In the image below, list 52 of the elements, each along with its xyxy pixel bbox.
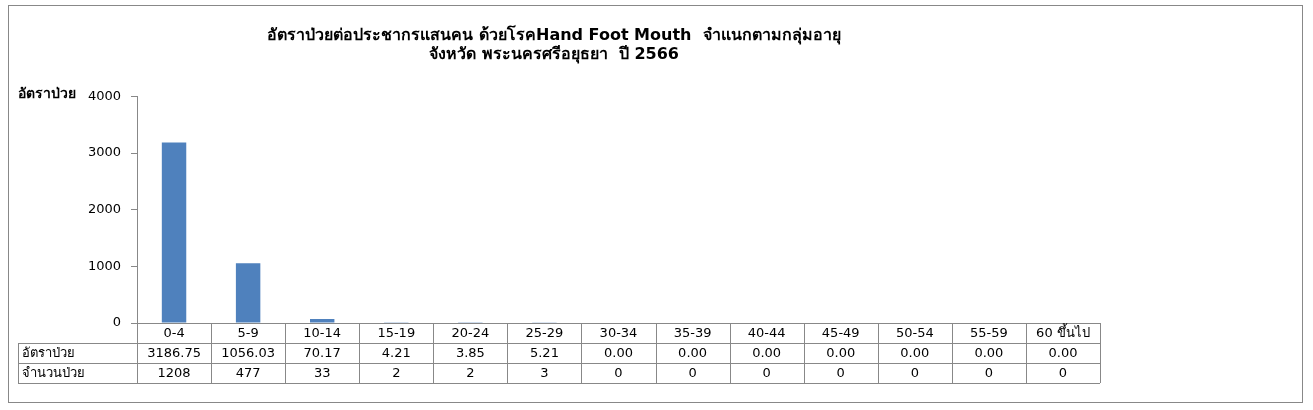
data-label: 70.17 [303, 345, 341, 361]
y-tick-label: 0 [112, 314, 121, 330]
text: 2 [466, 365, 475, 381]
bar [161, 142, 187, 323]
data-label: 0.00 [826, 345, 856, 361]
y-tick-label: 3000 [87, 144, 121, 160]
data-label: 0.00 [900, 345, 930, 361]
data-label: 3.85 [455, 345, 485, 361]
chart-title: อัตราป่วยต่อประชากรแสนคน ด้วยโรคHand Foot Mouth จำแนกตามกลุ่มอายุ [267, 23, 841, 45]
data-label: 1056.03 [221, 345, 275, 361]
x-tick-label: 45-49 [821, 325, 860, 341]
y-tick-label: 4000 [87, 87, 121, 103]
x-tick-label: 25-29 [525, 325, 564, 341]
x-tick-label: 30-34 [599, 325, 638, 341]
x-tick-label: 50-54 [895, 325, 934, 341]
data-label: 3186.75 [147, 345, 201, 361]
text: 2 [392, 365, 401, 381]
y-tick-label: 1000 [87, 257, 121, 273]
x-tick-label: 60 ขึ้นไป [1036, 323, 1090, 341]
text: 0 [688, 365, 697, 381]
x-tick-label: 10-14 [303, 325, 342, 341]
chart-subtitle: จังหวัด พระนครศรีอยุธยา ปี 2566 [429, 43, 679, 64]
x-tick-label: 20-24 [451, 325, 490, 341]
text: 477 [235, 365, 261, 381]
bar [309, 319, 335, 323]
data-label: 4.21 [381, 345, 411, 361]
text: 0 [836, 365, 845, 381]
text: 1208 [157, 365, 191, 381]
data-label: 0.00 [678, 345, 708, 361]
data-label: 0.00 [604, 345, 633, 361]
x-tick-label: 15-19 [377, 325, 416, 341]
text: 33 [313, 365, 331, 381]
x-tick-label: 5-9 [237, 325, 259, 341]
y-axis-title: อัตราป่วย [18, 84, 76, 101]
text: 0 [984, 365, 994, 381]
data-label: 5.21 [529, 345, 559, 361]
x-tick-label: 55-59 [969, 325, 1008, 341]
text: จำนวนป่วย [22, 365, 85, 381]
x-tick-label: 0-4 [163, 325, 185, 341]
bar [235, 263, 261, 323]
text: 0 [1058, 365, 1068, 381]
text: 0 [762, 365, 771, 381]
data-label: 0.00 [974, 345, 1004, 361]
y-tick-label: 2000 [87, 201, 121, 217]
x-tick-label: 35-39 [673, 325, 712, 341]
text: อัตราป่วย [22, 345, 75, 361]
x-tick-label: 40-44 [747, 325, 786, 341]
text: 3 [540, 365, 549, 381]
text: 0 [910, 365, 919, 381]
data-label: 0.00 [752, 345, 782, 361]
text: 0 [614, 365, 623, 381]
data-label: 0.00 [1048, 345, 1078, 361]
